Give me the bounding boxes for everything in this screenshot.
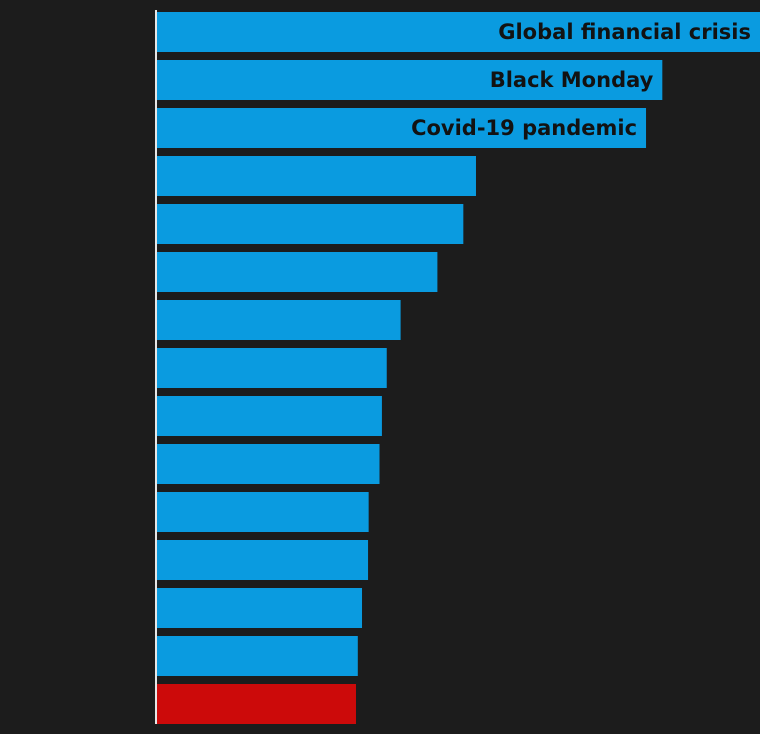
bar-9 — [157, 444, 380, 484]
bar-8 — [157, 396, 382, 436]
bar-13 — [157, 636, 358, 676]
bar-label-2: Covid-19 pandemic — [411, 116, 637, 140]
bar-1 — [157, 60, 663, 100]
bar-12 — [157, 588, 363, 628]
bar-5 — [157, 252, 438, 292]
bar-label-0: Global financial crisis — [498, 20, 751, 44]
bar-3 — [157, 156, 476, 196]
bars-group — [157, 12, 760, 724]
bar-7 — [157, 348, 387, 388]
bar-0 — [157, 12, 760, 52]
bar-6 — [157, 300, 401, 340]
labels-group: Global financial crisis Black Monday Covid… — [411, 20, 751, 140]
bar-11 — [157, 540, 369, 580]
bar-14 — [157, 684, 356, 724]
bar-label-1: Black Monday — [490, 68, 654, 92]
bar-2 — [157, 108, 647, 148]
bar-4 — [157, 204, 464, 244]
bar-10 — [157, 492, 369, 532]
